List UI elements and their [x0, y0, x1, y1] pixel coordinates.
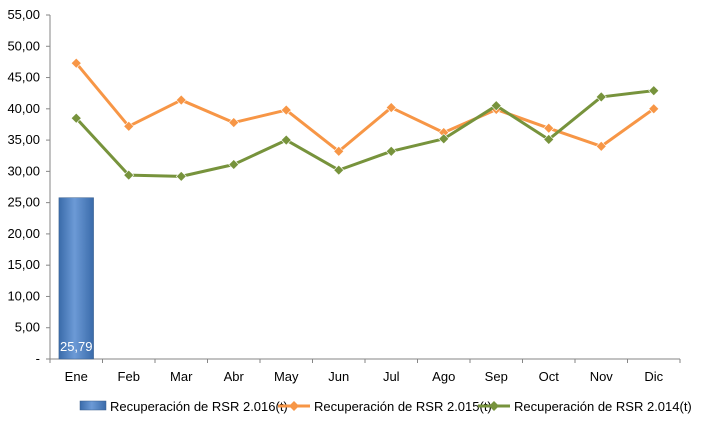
data-point-marker: [70, 112, 82, 124]
y-tick-label: 30,00: [7, 163, 40, 178]
y-tick-label: 50,00: [7, 38, 40, 53]
legend-swatch: [79, 400, 107, 411]
legend-marker: [289, 401, 299, 411]
data-point-marker: [175, 170, 187, 182]
y-axis-ticks: - 5,00 10,00 15,00 20,00 25,00 30,00 35,00 40,00…: [7, 7, 50, 366]
x-tick-label: Oct: [539, 369, 560, 384]
data-point-marker: [280, 104, 292, 116]
y-tick-label: 15,00: [7, 257, 40, 272]
y-tick-label: 40,00: [7, 101, 40, 116]
y-tick-label: 25,00: [7, 195, 40, 210]
data-point-marker: [228, 117, 240, 129]
legend-label: Recuperación de RSR 2.015(t): [314, 399, 492, 414]
data-point-marker: [70, 57, 82, 69]
series-line: [75, 89, 654, 178]
y-tick-label: 20,00: [7, 226, 40, 241]
data-point-marker: [228, 159, 240, 170]
data-point-marker: [123, 120, 135, 132]
data-point-marker: [648, 103, 660, 115]
x-tick-label: Sep: [485, 369, 508, 384]
data-point-marker: [175, 94, 187, 106]
legend-marker: [489, 401, 499, 411]
x-tick-label: Feb: [118, 369, 140, 384]
y-tick-label: 45,00: [7, 70, 40, 85]
bar-data-label: 25,79: [60, 339, 93, 354]
x-tick-label: Mar: [170, 369, 193, 384]
x-tick-label: Jun: [328, 369, 349, 384]
x-tick-label: Ene: [65, 369, 88, 384]
y-tick-label: 35,00: [7, 132, 40, 147]
series-line: [75, 62, 655, 153]
x-tick-label: Nov: [590, 369, 614, 384]
data-point-marker: [280, 134, 292, 146]
bar-series: 25,79: [58, 197, 94, 360]
x-tick-label: Jul: [383, 369, 400, 384]
y-tick-label: 5,00: [15, 320, 40, 335]
y-tick-label: 10,00: [7, 288, 40, 303]
legend: Recuperación de RSR 2.016(t) Recuperación…: [79, 399, 692, 414]
data-point-marker: [648, 85, 660, 97]
y-tick-label: 55,00: [7, 7, 40, 22]
x-tick-label: Ago: [432, 369, 455, 384]
data-point-marker: [543, 134, 555, 145]
data-point-marker: [123, 169, 135, 181]
legend-label: Recuperación de RSR 2.016(t): [110, 399, 288, 414]
x-tick-label: Abr: [224, 369, 245, 384]
data-point-marker: [385, 145, 397, 157]
data-point-marker: [543, 122, 555, 134]
data-point-marker: [438, 133, 450, 145]
x-axis-ticks: Ene Feb Mar Abr May Jun Jul Ago Sep Oct Nov Dic: [49, 359, 681, 384]
data-point-marker: [490, 100, 502, 112]
x-tick-label: Dic: [644, 369, 663, 384]
line-series: [70, 57, 660, 182]
data-point-marker: [333, 145, 345, 157]
data-point-marker: [595, 140, 607, 152]
x-tick-label: May: [274, 369, 299, 384]
legend-label: Recuperación de RSR 2.014(t): [514, 399, 692, 414]
data-point-marker: [385, 102, 397, 113]
data-point-marker: [333, 164, 345, 176]
bar: [58, 197, 94, 360]
y-tick-label: -: [36, 351, 40, 366]
data-point-marker: [595, 91, 607, 103]
